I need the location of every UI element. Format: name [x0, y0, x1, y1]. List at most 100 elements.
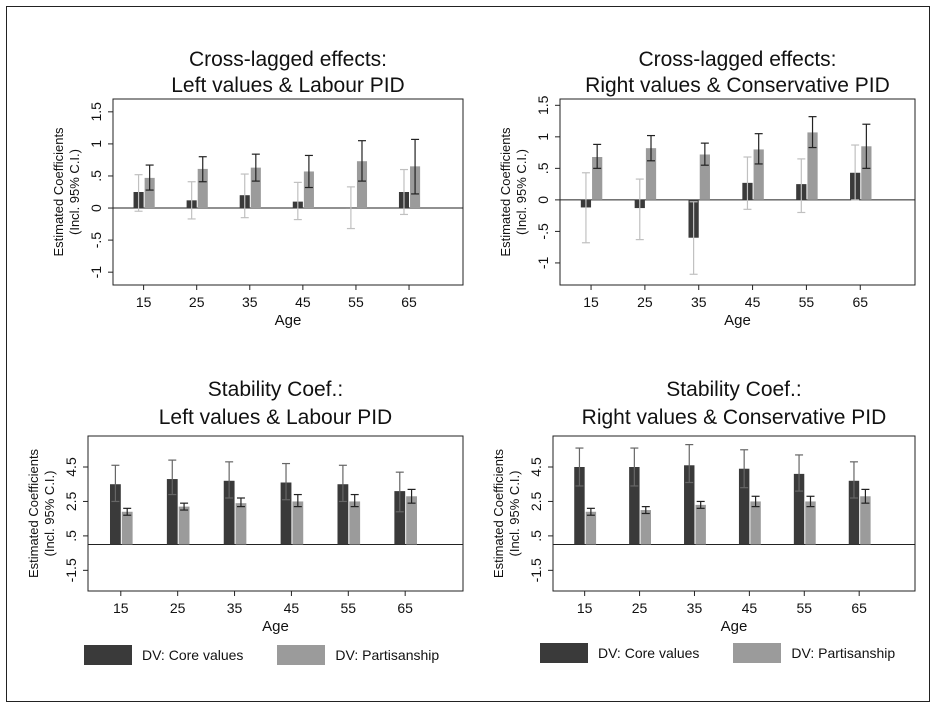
- bar-partisanship: [753, 149, 764, 200]
- bar-partisanship: [645, 148, 657, 200]
- bar-partisanship: [406, 496, 417, 545]
- legend-left: DV: Core values DV: Partisanship: [84, 645, 439, 665]
- y-tick-label: 1.5: [88, 102, 104, 122]
- y-tick-label: 1: [88, 140, 104, 148]
- legend-core-label: DV: Core values: [598, 645, 700, 661]
- chart-panel-2: Cross-lagged effects: Right values & Cons…: [498, 48, 916, 329]
- bar-partisanship: [699, 154, 710, 200]
- chart-title: Right values & Conservative PID: [582, 406, 887, 429]
- y-tick-label: -.5: [88, 232, 104, 249]
- plot-area: [87, 435, 464, 592]
- x-tick-label: 45: [295, 294, 311, 310]
- x-tick-label: 65: [851, 600, 867, 616]
- x-tick-label: 25: [632, 600, 648, 616]
- y-tick-label: -1.5: [63, 558, 79, 582]
- x-tick-label: 35: [242, 294, 258, 310]
- x-tick-label: 65: [401, 294, 417, 310]
- x-tick-label: 45: [284, 600, 300, 616]
- bar-partisanship: [303, 171, 314, 209]
- x-tick-label: 35: [691, 294, 707, 310]
- chart-title: Cross-lagged effects:: [638, 48, 836, 71]
- legend-partisanship-swatch: [733, 643, 782, 663]
- figure-frame: [6, 6, 930, 702]
- bar-partisanship: [144, 177, 155, 209]
- y-tick-label: 4.5: [63, 457, 79, 477]
- bar-partisanship: [250, 167, 261, 209]
- bar-core-values: [166, 479, 178, 545]
- y-tick-label: 4.5: [528, 457, 544, 477]
- y-axis-label: (Incl. 95% C.I.): [42, 471, 57, 557]
- bar-partisanship: [750, 501, 761, 545]
- bar-core-values: [337, 484, 349, 545]
- chart-panel-1: Cross-lagged effects: Left values & Labou…: [51, 48, 464, 329]
- bar-core-values: [793, 473, 805, 545]
- bar-partisanship: [860, 496, 871, 545]
- x-tick-label: 65: [397, 600, 413, 616]
- x-tick-label: 15: [136, 294, 152, 310]
- y-axis-label: (Incl. 95% C.I.): [507, 471, 522, 557]
- y-tick-label: .5: [535, 162, 551, 174]
- chart-title: Stability Coef.:: [666, 378, 801, 401]
- legend-core-swatch: [84, 645, 132, 665]
- bar-core-values: [629, 467, 640, 545]
- y-tick-label: 2.5: [528, 492, 544, 512]
- bar-core-values: [848, 480, 860, 545]
- y-axis-label: (Incl. 95% C.I.): [514, 149, 529, 235]
- x-tick-label: 25: [189, 294, 205, 310]
- x-tick-label: 45: [742, 600, 758, 616]
- legend-core-swatch: [540, 643, 588, 663]
- x-axis-label: Age: [275, 312, 302, 329]
- y-tick-label: 0: [535, 196, 551, 204]
- chart-title: Left values & Labour PID: [159, 406, 392, 429]
- y-tick-label: 0: [88, 204, 104, 212]
- x-tick-label: 25: [170, 600, 186, 616]
- y-axis-label: Estimated Coefficients: [51, 127, 66, 257]
- legend-core-label: DV: Core values: [142, 647, 244, 663]
- bar-partisanship: [292, 501, 304, 545]
- y-tick-label: -1.5: [528, 558, 544, 582]
- bar-partisanship: [235, 503, 247, 545]
- y-axis-label: Estimated Coefficients: [26, 448, 41, 578]
- x-tick-label: 35: [687, 600, 703, 616]
- chart-panel-3: Stability Coef.: Left values & Labour PID…: [26, 378, 464, 635]
- bar-partisanship: [349, 501, 361, 545]
- bar-partisanship: [356, 161, 368, 209]
- y-tick-label: .5: [88, 170, 104, 182]
- x-tick-label: 55: [799, 294, 815, 310]
- legend-partisanship-swatch: [277, 645, 326, 665]
- y-tick-label: .5: [63, 530, 79, 542]
- bar-partisanship: [640, 510, 651, 545]
- bar-core-values: [574, 467, 585, 545]
- bar-core-values: [394, 491, 406, 545]
- bar-partisanship: [585, 511, 597, 545]
- legend-right: DV: Core values DV: Partisanship: [540, 643, 895, 663]
- chart-title: Cross-lagged effects:: [189, 48, 387, 71]
- legend-partisanship-label: DV: Partisanship: [791, 645, 896, 661]
- plot-area: [559, 98, 916, 286]
- x-axis-label: Age: [262, 618, 289, 635]
- plot-area: [552, 435, 916, 592]
- y-axis-label: Estimated Coefficients: [498, 127, 513, 257]
- y-tick-label: -.5: [535, 223, 551, 240]
- bar-partisanship: [695, 504, 706, 545]
- bar-partisanship: [197, 168, 208, 209]
- bar-core-values: [684, 465, 695, 545]
- x-tick-label: 65: [852, 294, 868, 310]
- x-axis-label: Age: [724, 312, 751, 329]
- bar-partisanship: [805, 501, 816, 545]
- bar-core-values: [738, 468, 750, 545]
- y-tick-label: .5: [528, 530, 544, 542]
- x-tick-label: 45: [745, 294, 761, 310]
- y-tick-label: 1: [535, 133, 551, 141]
- chart-title: Right values & Conservative PID: [585, 74, 890, 97]
- x-tick-label: 55: [341, 600, 357, 616]
- y-axis-label: (Incl. 95% C.I.): [67, 149, 82, 235]
- plot-area: [112, 98, 464, 286]
- x-tick-label: 15: [583, 294, 599, 310]
- bar-partisanship: [592, 157, 603, 200]
- y-tick-label: -1: [88, 266, 104, 279]
- chart-title: Left values & Labour PID: [171, 74, 404, 97]
- x-tick-label: 55: [348, 294, 364, 310]
- x-tick-label: 35: [227, 600, 243, 616]
